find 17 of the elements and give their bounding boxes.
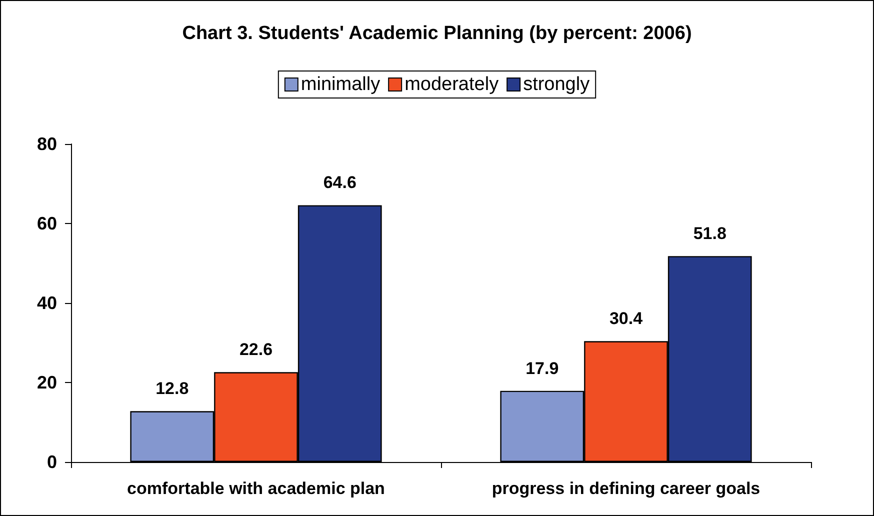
legend-label: strongly [523, 74, 590, 95]
data-label: 12.8 [156, 379, 189, 398]
y-tick-label: 0 [46, 452, 57, 472]
legend-label: moderately [404, 74, 500, 95]
x-tick-label: comfortable with academic plan [127, 479, 385, 498]
y-tick-label: 20 [36, 372, 57, 392]
chart-title: Chart 3. Students' Academic Planning (by percent: 2006) [182, 23, 692, 44]
data-label: 17.9 [526, 358, 559, 378]
y-tick-label: 40 [36, 293, 57, 313]
y-tick-label: 60 [36, 214, 57, 234]
y-tick-label: 80 [36, 134, 57, 154]
data-label: 51.8 [693, 224, 726, 244]
data-label: 64.6 [323, 173, 356, 192]
x-tick-label: progress in defining career goals [492, 479, 760, 498]
legend-label: minimally [300, 74, 381, 95]
data-label: 30.4 [609, 309, 644, 328]
data-label: 22.6 [239, 340, 273, 360]
